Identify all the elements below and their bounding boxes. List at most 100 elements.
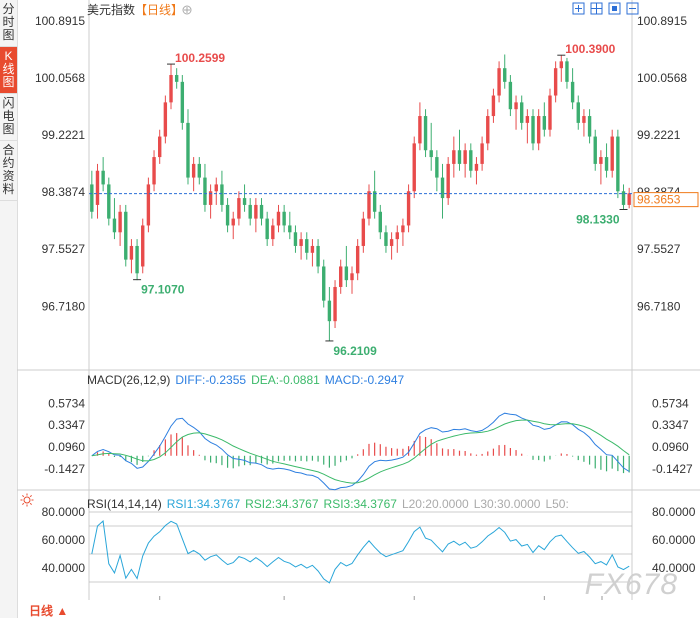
candle-body (418, 116, 422, 144)
candle-body (107, 184, 111, 219)
candle (627, 187, 631, 209)
macd-tick-left: -0.1427 (44, 462, 85, 476)
candle (384, 225, 388, 253)
macd-tick-left: 0.5734 (48, 396, 85, 410)
candle-body (548, 95, 552, 130)
candle (203, 163, 207, 212)
period-button[interactable]: 日线 ▲ (29, 604, 69, 618)
candle-body (163, 102, 168, 137)
candle (259, 198, 264, 226)
candle (486, 109, 490, 151)
sidebar-tab-0[interactable]: 分时图 (0, 0, 17, 47)
candle (418, 102, 422, 151)
macd-legend-dea-label: DEA: (251, 373, 279, 387)
candle (355, 239, 360, 281)
candle (565, 57, 569, 89)
candle-body (435, 157, 439, 178)
candle (288, 211, 292, 240)
candle-body (220, 184, 224, 205)
last-price-tag: 98.3653 (637, 193, 681, 207)
macd-tick-left: 0.0960 (48, 440, 85, 454)
candle-body (367, 191, 371, 219)
rsi-legend-rsi3-label: RSI3: (324, 497, 354, 511)
candle-body (225, 204, 230, 226)
candle (378, 204, 382, 240)
candle (536, 109, 541, 151)
candle-body (158, 136, 162, 158)
collapse-icon[interactable] (626, 2, 639, 15)
candle-body (276, 211, 281, 226)
candle-body (344, 266, 349, 281)
macd-legend-diff: -0.2355 (205, 373, 246, 387)
candle (350, 266, 354, 294)
candle-body (559, 61, 563, 69)
rsi-legend-label: RSI(14,14,14) (87, 497, 162, 511)
candle (429, 122, 433, 171)
candle (146, 177, 151, 233)
macd-tick-left: 0.3347 (48, 418, 85, 432)
price-tick-right: 96.7180 (637, 299, 681, 313)
layout-icon[interactable] (608, 2, 621, 15)
candle (389, 232, 394, 260)
candle-body (610, 136, 614, 171)
sidebar-tab-3[interactable]: 合约资料 (0, 141, 17, 201)
macd-tick-right: 0.3347 (652, 418, 689, 432)
candle-body (395, 232, 399, 240)
candle (361, 211, 366, 253)
candle (271, 218, 275, 246)
candle-body (446, 163, 450, 199)
candle-body (616, 136, 620, 192)
candle (457, 129, 462, 171)
rsi-legend-rsi1: 34.3767 (197, 497, 241, 511)
candle-body (372, 191, 377, 212)
candle-body (452, 150, 456, 164)
crosshair-icon[interactable] (572, 2, 585, 15)
candle-body (565, 61, 569, 82)
candle (372, 170, 377, 219)
price-tick-left: 100.8915 (35, 14, 85, 28)
candle-body (401, 225, 405, 233)
candle (214, 177, 218, 205)
candle (101, 157, 105, 192)
candle (339, 259, 343, 294)
candle-body (124, 211, 128, 260)
rsi-legend-l30: 30.0000 (497, 497, 541, 511)
candle (174, 68, 179, 89)
candle-body (237, 198, 241, 219)
candle-body (627, 193, 631, 205)
macd-legend-macd-label: MACD: (325, 373, 364, 387)
candle-body (440, 177, 445, 199)
candle-body (305, 239, 309, 253)
plus-circle-icon[interactable] (182, 5, 192, 15)
candle-body (582, 116, 586, 123)
candle (322, 259, 326, 308)
candle (293, 225, 298, 253)
candle-body (503, 68, 507, 82)
candle (327, 286, 332, 341)
candle (242, 184, 247, 212)
candle (141, 218, 145, 274)
candle (553, 61, 558, 103)
grid-icon[interactable] (590, 2, 603, 15)
candle-body (491, 95, 496, 117)
candle (220, 170, 224, 212)
candle (440, 163, 445, 219)
candle-body (174, 75, 179, 82)
candle-body (333, 286, 337, 322)
candle (446, 157, 450, 205)
rsi-tick-left: 40.0000 (42, 561, 86, 575)
candle (112, 198, 117, 240)
rsi-legend-l50-label: L50: (545, 497, 568, 511)
candle (254, 198, 258, 233)
period-label[interactable]: 【日线】 (135, 3, 183, 17)
candle (599, 150, 603, 185)
rsi-legend-rsi1-label: RSI1: (167, 497, 197, 511)
last-price-tag-box (633, 192, 699, 208)
candle (576, 95, 580, 130)
rsi-legend-l20-label: L20: (402, 497, 425, 511)
rsi-tick-left: 80.0000 (42, 505, 86, 519)
sidebar-tab-2[interactable]: 闪电图 (0, 94, 17, 141)
sun-icon[interactable] (20, 493, 34, 507)
macd-legend-diff-label: DIFF: (175, 373, 205, 387)
